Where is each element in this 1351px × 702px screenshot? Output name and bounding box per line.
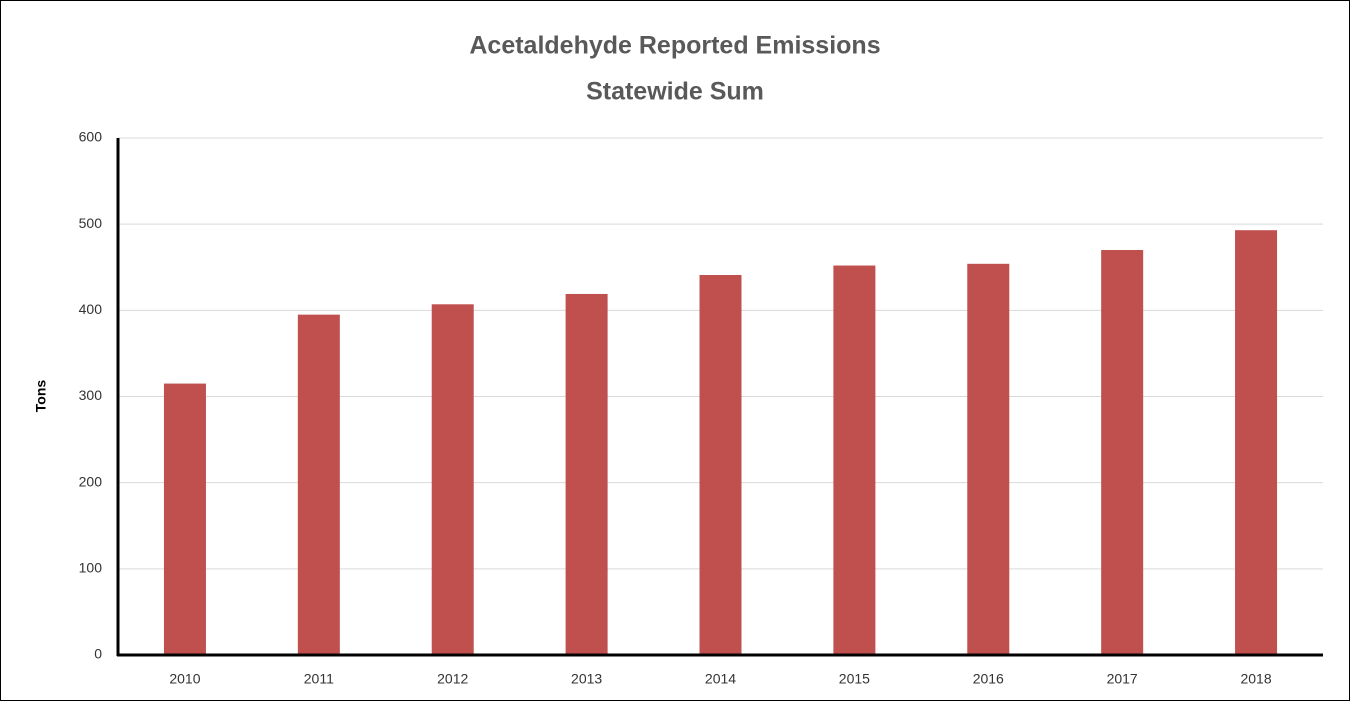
bar	[699, 275, 742, 655]
x-tick-label: 2013	[571, 671, 602, 687]
bar	[163, 383, 206, 655]
chart-title: Acetaldehyde Reported Emissions	[469, 32, 880, 60]
y-tick-label: 400	[79, 301, 103, 317]
y-tick-label: 500	[79, 215, 103, 231]
x-tick-label: 2011	[304, 671, 334, 687]
y-tick-label: 200	[79, 473, 103, 489]
x-tick-label: 2015	[839, 671, 870, 687]
x-tick-label: 2010	[169, 671, 200, 687]
y-tick-label: 600	[79, 129, 103, 145]
bar	[1101, 250, 1144, 655]
bar	[1235, 230, 1278, 655]
bar	[833, 265, 876, 655]
x-tick-label: 2017	[1107, 671, 1138, 687]
y-tick-label: 0	[94, 646, 102, 662]
bar	[565, 293, 608, 655]
x-tick-label: 2016	[973, 671, 1004, 687]
chart-subtitle: Statewide Sum	[586, 78, 764, 106]
x-tick-label: 2018	[1240, 671, 1271, 687]
x-tick-label: 2014	[705, 671, 736, 687]
bar	[297, 314, 340, 655]
x-tick-label: 2012	[437, 671, 468, 687]
bar	[967, 263, 1010, 655]
bar	[431, 304, 474, 655]
y-tick-label: 300	[79, 387, 103, 403]
y-axis-label: Tons	[33, 380, 49, 413]
y-tick-label: 100	[79, 560, 103, 576]
